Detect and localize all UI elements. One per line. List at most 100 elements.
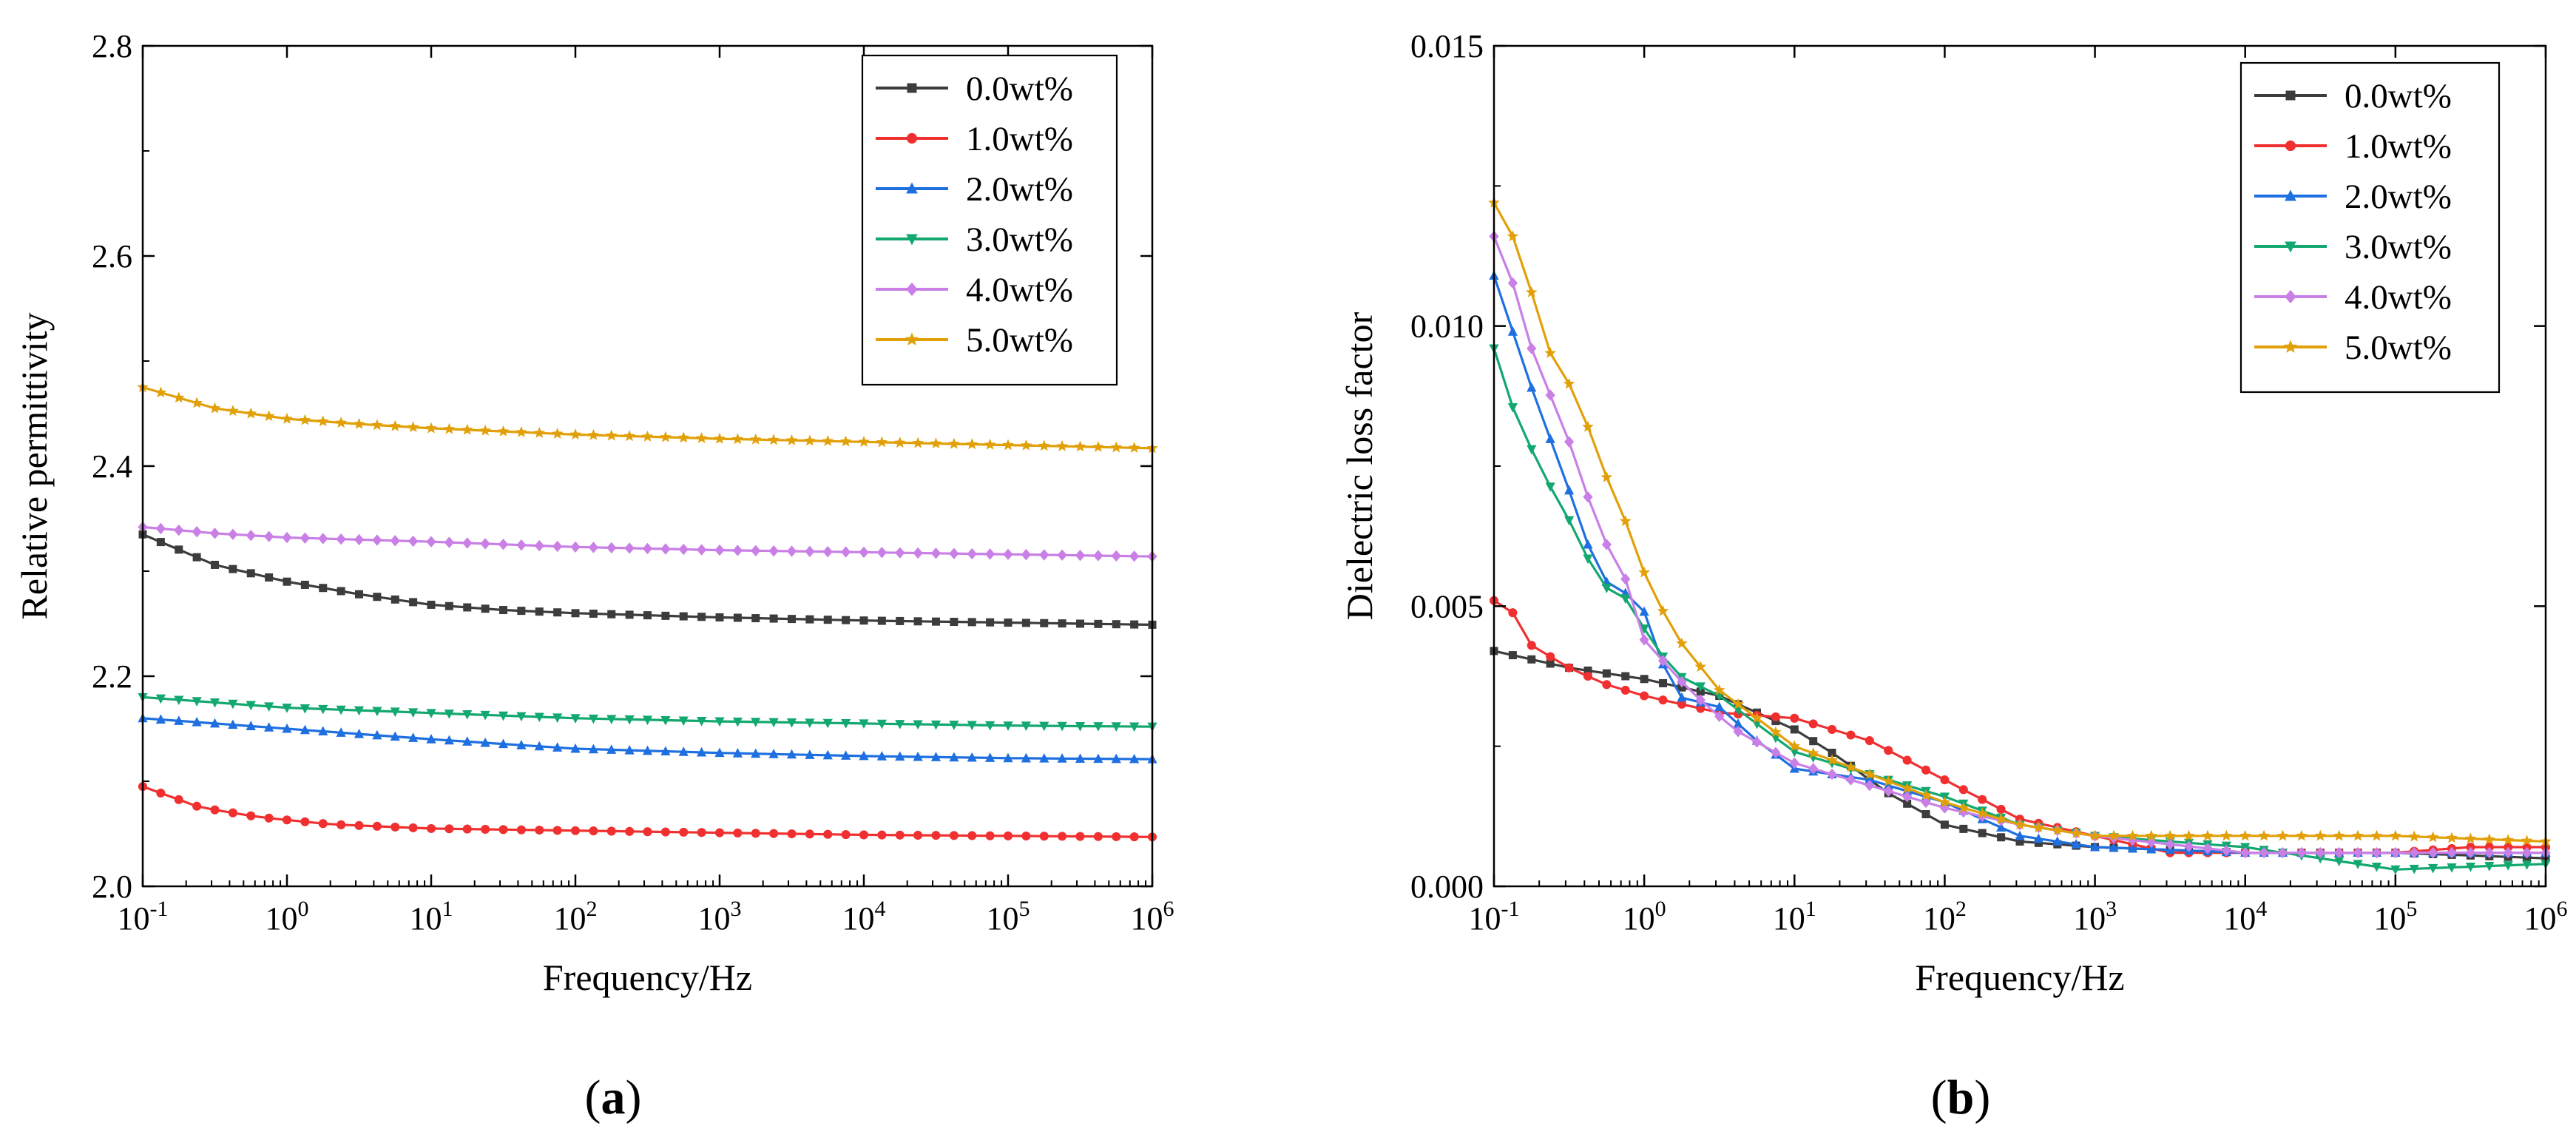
data-point xyxy=(354,728,365,738)
data-point xyxy=(499,606,507,615)
data-point xyxy=(571,609,580,618)
data-point xyxy=(300,817,310,826)
data-point xyxy=(1110,441,1123,453)
legend-marker xyxy=(906,132,918,144)
data-point xyxy=(1507,277,1518,289)
data-point xyxy=(2203,843,2213,855)
data-point xyxy=(570,714,581,724)
data-point xyxy=(731,433,744,445)
data-point xyxy=(769,614,778,623)
data-point xyxy=(1601,539,1612,550)
data-point xyxy=(2409,864,2419,874)
data-point xyxy=(355,590,363,599)
data-point xyxy=(462,537,473,549)
data-point xyxy=(859,750,869,761)
data-point xyxy=(895,830,905,840)
data-point xyxy=(1093,753,1103,764)
data-point xyxy=(191,397,203,408)
data-point xyxy=(1789,757,1799,769)
data-point xyxy=(300,704,310,714)
data-point xyxy=(859,719,869,729)
data-point xyxy=(354,533,365,546)
data-point xyxy=(2390,846,2401,859)
data-point xyxy=(641,431,654,442)
data-point xyxy=(282,815,292,825)
data-point xyxy=(913,720,923,730)
data-point xyxy=(1507,402,1518,413)
data-point xyxy=(481,604,490,613)
data-point xyxy=(1544,347,1556,358)
data-point xyxy=(1003,831,1013,840)
data-point xyxy=(2239,829,2251,841)
data-point xyxy=(1865,779,1875,792)
x-tick-label: 104 xyxy=(2223,897,2267,937)
y-tick-label: 2.4 xyxy=(92,448,132,485)
data-point xyxy=(2089,841,2100,852)
data-point xyxy=(1583,491,1593,503)
data-point xyxy=(625,610,634,619)
data-point xyxy=(1808,719,1818,729)
data-point xyxy=(264,813,274,823)
data-point xyxy=(535,825,544,835)
legend-marker xyxy=(2285,140,2296,152)
data-point xyxy=(1845,774,1856,786)
data-point xyxy=(714,717,725,727)
data-point xyxy=(444,735,454,745)
data-point xyxy=(444,709,454,719)
data-point xyxy=(605,429,618,441)
data-point xyxy=(2409,846,2419,859)
data-point xyxy=(263,410,275,422)
data-point xyxy=(1902,755,1912,765)
data-point xyxy=(300,580,309,589)
data-point xyxy=(967,752,977,762)
data-point xyxy=(2033,833,2043,843)
data-point xyxy=(2352,829,2364,841)
legend-item: 2.0wt% xyxy=(2254,178,2452,216)
data-point xyxy=(1545,389,1555,401)
data-point xyxy=(551,428,564,439)
data-point xyxy=(1902,791,1913,803)
data-point xyxy=(967,547,977,560)
data-point xyxy=(2446,832,2458,843)
data-point xyxy=(913,830,923,840)
x-tick-label: 10-1 xyxy=(118,897,169,937)
data-point xyxy=(1507,230,1519,242)
data-point xyxy=(661,611,670,620)
data-point xyxy=(1996,804,2006,814)
data-point xyxy=(1639,624,1649,634)
data-point xyxy=(2503,846,2513,859)
data-point xyxy=(1620,685,1630,695)
legend-marker xyxy=(906,282,918,297)
data-point xyxy=(733,613,742,622)
data-point xyxy=(751,614,760,623)
data-point xyxy=(534,539,544,552)
y-tick-label: 2.2 xyxy=(92,658,132,695)
data-point xyxy=(1713,684,1725,695)
data-point xyxy=(1021,831,1031,841)
data-point xyxy=(517,607,526,616)
legend-marker xyxy=(906,182,918,194)
data-point xyxy=(841,830,851,840)
data-point xyxy=(1677,692,1687,702)
data-point xyxy=(859,830,869,840)
data-point xyxy=(317,415,329,427)
data-point xyxy=(533,427,546,438)
data-point xyxy=(768,718,779,728)
legend-item: 0.0wt% xyxy=(2254,77,2452,115)
data-point xyxy=(192,801,202,811)
data-point xyxy=(2428,863,2438,874)
legend-label: 1.0wt% xyxy=(2345,127,2452,166)
data-point xyxy=(1075,832,1085,841)
data-point xyxy=(174,795,183,804)
data-point xyxy=(1677,699,1686,709)
data-point xyxy=(426,734,436,744)
data-point xyxy=(642,542,653,555)
data-point xyxy=(1828,749,1836,758)
data-point xyxy=(1130,620,1139,629)
data-point xyxy=(2521,835,2533,846)
data-point xyxy=(1714,701,1725,712)
data-point xyxy=(769,829,779,838)
data-point xyxy=(1639,606,1649,616)
data-point xyxy=(967,831,977,840)
data-point xyxy=(2108,829,2120,841)
